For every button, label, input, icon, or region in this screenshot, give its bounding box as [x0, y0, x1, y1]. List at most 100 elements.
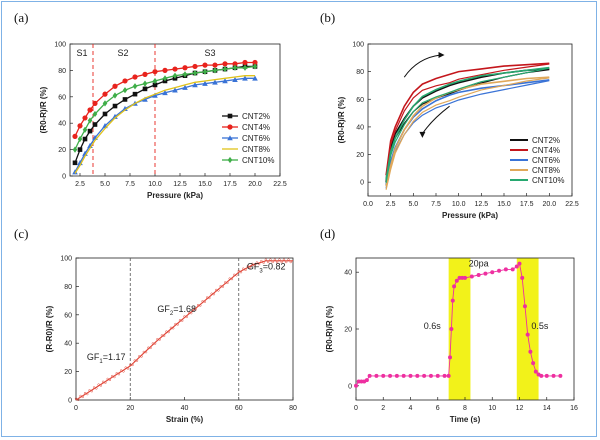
data-point	[242, 59, 248, 66]
data-point	[81, 395, 84, 399]
y-tick-label: 20	[58, 147, 66, 154]
y-tick-label: 40	[64, 341, 72, 348]
y-axis-label: (R-R0)/R (%)	[45, 305, 54, 352]
series-unloading-curve	[385, 67, 550, 183]
data-point	[251, 262, 254, 266]
data-point	[163, 334, 166, 338]
data-point	[162, 90, 168, 96]
data-point	[92, 100, 98, 106]
gf-value: =0.82	[263, 261, 286, 271]
data-point	[192, 307, 195, 311]
data-point	[205, 296, 209, 299]
data-point	[152, 77, 158, 85]
data-point	[77, 123, 83, 129]
loading-arrow	[403, 54, 441, 78]
data-point	[271, 260, 274, 264]
data-point	[273, 258, 277, 261]
data-point	[287, 258, 290, 261]
x-tick-label: 7.5	[125, 181, 135, 188]
x-tick-label: 20.0	[248, 181, 262, 188]
x-tick-label: 2	[381, 405, 385, 412]
data-point	[83, 391, 87, 395]
data-point	[152, 92, 158, 98]
legend-marker	[227, 135, 233, 141]
data-point	[142, 350, 145, 354]
data-point	[531, 361, 536, 366]
data-point	[132, 83, 138, 90]
x-tick-label: 6	[436, 405, 440, 412]
data-point	[476, 273, 481, 278]
data-point	[449, 327, 454, 331]
gauge-factor-label: GF1=1.17	[87, 352, 126, 365]
data-point	[129, 363, 132, 366]
data-point	[77, 147, 83, 152]
data-point	[442, 373, 447, 378]
data-point	[514, 264, 519, 269]
data-point	[74, 397, 78, 400]
data-point	[280, 260, 283, 264]
data-point	[151, 342, 155, 345]
data-point	[162, 67, 168, 73]
data-point	[253, 264, 256, 267]
data-point	[239, 271, 243, 274]
data-point	[82, 115, 88, 121]
x-tick-label: 0	[354, 405, 358, 412]
y-tick-label: 40	[58, 121, 66, 128]
data-point	[210, 292, 213, 295]
series-unloading-curve	[385, 63, 550, 179]
data-point	[77, 135, 83, 143]
x-tick-label: 5.0	[408, 201, 418, 208]
x-tick-label: 7.5	[431, 201, 441, 208]
x-axis-label: Pressure (kPa)	[442, 211, 498, 220]
data-point	[112, 83, 118, 89]
data-point	[192, 82, 198, 88]
legend-label: CNT8%	[242, 145, 270, 154]
x-tick-label: 17.5	[520, 201, 534, 208]
data-point	[160, 334, 164, 337]
data-point	[533, 369, 538, 374]
data-point	[252, 59, 258, 66]
y-tick-label: 20	[356, 152, 364, 159]
data-point	[388, 373, 393, 378]
data-point	[86, 392, 89, 396]
data-point	[92, 122, 98, 127]
data-point	[510, 267, 515, 272]
data-point	[528, 349, 533, 354]
data-point	[79, 394, 82, 398]
loading-arrow-head	[438, 52, 445, 59]
x-axis-label: Strain (%)	[166, 415, 204, 424]
data-point	[117, 373, 121, 376]
data-point	[242, 64, 248, 71]
y-tick-label: 0	[348, 383, 352, 390]
data-point	[176, 323, 179, 326]
data-point	[367, 373, 372, 378]
x-tick-label: 20	[126, 405, 134, 412]
data-point	[178, 319, 182, 322]
data-point	[217, 289, 220, 292]
data-point	[126, 367, 130, 370]
data-point	[182, 84, 188, 90]
data-point	[87, 107, 93, 113]
data-point	[260, 259, 263, 263]
y-tick-label: 0	[68, 398, 72, 405]
data-point	[232, 76, 238, 82]
gauge-factor-label: GF3=0.82	[247, 261, 286, 274]
data-point	[194, 308, 197, 311]
y-tick-label: 20	[344, 327, 352, 334]
data-point	[102, 91, 108, 97]
data-point	[158, 338, 161, 341]
data-point	[415, 373, 420, 378]
data-point	[232, 61, 238, 67]
data-point	[182, 65, 188, 71]
data-point	[454, 278, 459, 283]
x-tick-label: 12.5	[475, 201, 489, 208]
data-point	[87, 128, 93, 134]
data-point	[212, 293, 216, 296]
data-point	[374, 373, 379, 378]
legend-label: CNT10%	[242, 156, 274, 165]
gf-subscript: 2	[170, 311, 174, 317]
data-point	[450, 298, 455, 303]
x-tick-label: 22.5	[565, 201, 579, 208]
data-point	[503, 267, 508, 272]
